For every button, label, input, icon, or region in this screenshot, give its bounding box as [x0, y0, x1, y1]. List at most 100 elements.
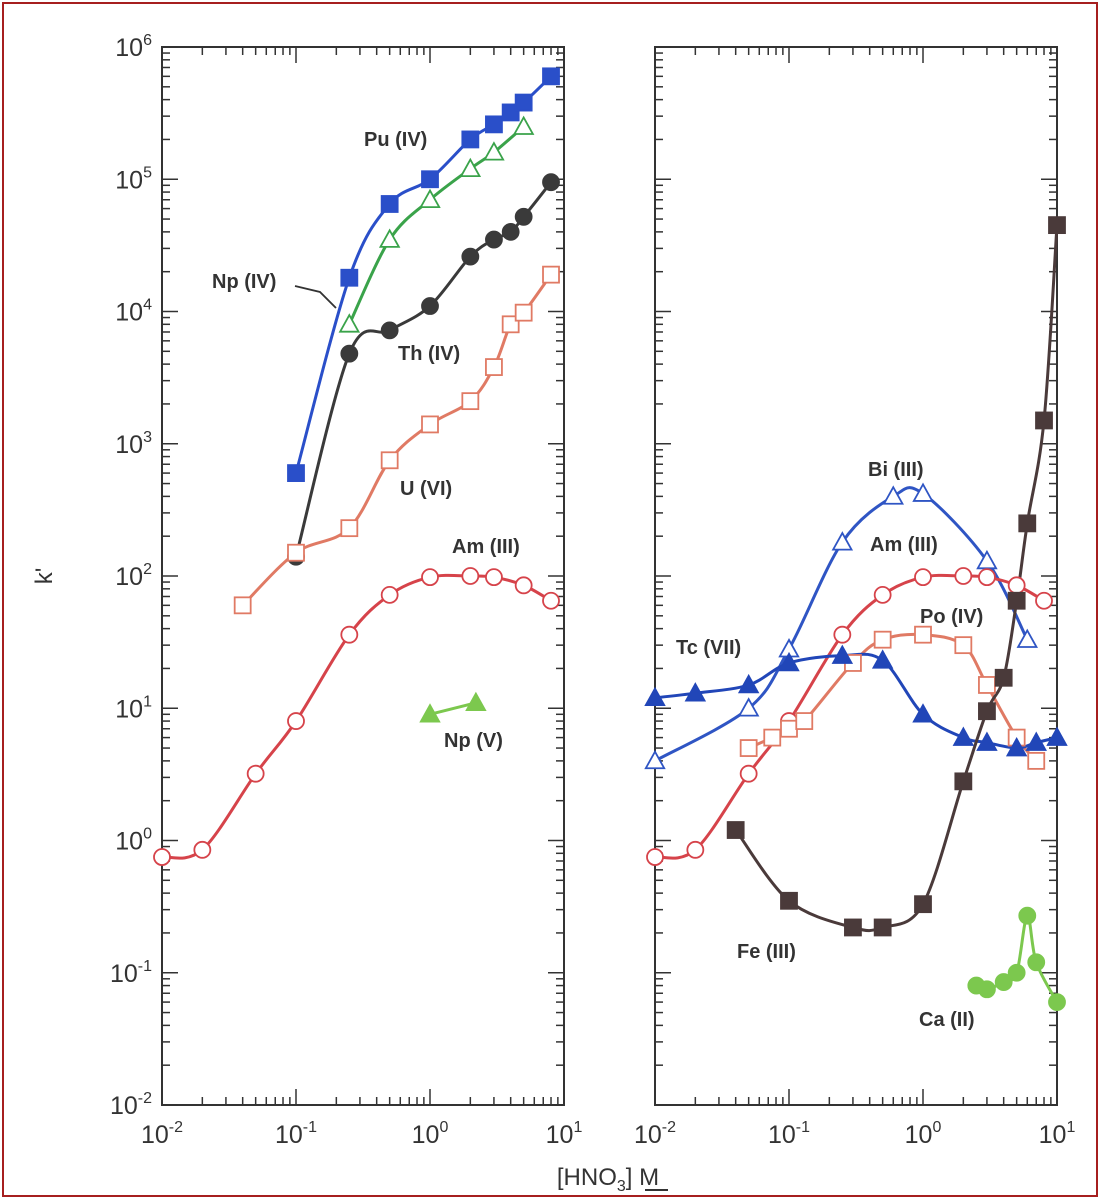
data-point-fe-iii [1048, 216, 1066, 235]
series-label-left-am-iii: Am (III) [452, 536, 520, 558]
data-point-am-iii [833, 625, 852, 644]
data-point-am-iii [485, 568, 503, 587]
series-label-left-u-vi: U (VI) [400, 478, 452, 500]
data-point-pu-iv [514, 93, 533, 112]
data-point-ca-ii [978, 980, 996, 999]
series-label-left-np-v: Np (V) [444, 730, 503, 752]
y-tick-label: 106 [115, 32, 152, 62]
data-point-ca-ii [1007, 963, 1026, 982]
data-point-ca-ii [1027, 953, 1046, 972]
series-label-right-po-iv: Po (IV) [920, 606, 983, 628]
data-point-pu-iv [287, 464, 305, 482]
data-point-am-iii [914, 568, 932, 587]
data-point-am-iii [978, 568, 996, 587]
y-tick-label: 105 [115, 164, 152, 194]
data-point-pu-iv [421, 170, 439, 189]
data-point-fe-iii [994, 668, 1013, 687]
data-point-po-iv [739, 739, 758, 757]
y-tick-label: 103 [115, 429, 152, 459]
data-point-bi-iii [1016, 628, 1039, 648]
series-line-right-fe-iii [734, 223, 1059, 933]
np-iv-leader-line [294, 285, 337, 309]
data-point-am-iii [340, 625, 359, 644]
series-label-left-np-iv: Np (IV) [212, 271, 276, 293]
data-point-ca-ii [1048, 993, 1066, 1011]
data-point-am-iii [873, 585, 892, 604]
data-point-tc-vii [1025, 731, 1047, 751]
data-point-tc-vii [1046, 726, 1068, 746]
data-point-th-iv [340, 344, 359, 363]
data-point-tc-vii [952, 726, 975, 746]
data-point-tc-vii [644, 686, 666, 707]
x-tick-label-left: 101 [546, 1119, 583, 1149]
data-point-pu-iv [542, 67, 560, 86]
data-point-tc-vii [976, 731, 998, 751]
data-point-am-iii [646, 848, 664, 866]
data-point-po-iv [914, 625, 932, 644]
data-point-np-iv [419, 188, 441, 208]
series-label-right-bi-iii: Bi (III) [868, 459, 924, 481]
data-point-fe-iii [844, 918, 862, 937]
data-point-pu-iv [340, 268, 359, 287]
x-axis-label: [HNO3] M [557, 1164, 659, 1195]
data-point-np-iv [512, 115, 535, 135]
series-label-right-fe-iii: Fe (III) [737, 941, 796, 963]
data-point-am-iii [739, 764, 758, 783]
data-point-tc-vii [737, 673, 760, 694]
data-point-po-iv [763, 728, 782, 747]
data-point-pu-iv [461, 130, 480, 149]
data-point-am-iii [686, 840, 705, 859]
data-point-bi-iii [882, 485, 905, 505]
x-tick-label-right: 101 [1039, 1119, 1076, 1149]
data-point-th-iv [485, 230, 503, 249]
data-point-u-vi [421, 415, 439, 434]
data-point-np-v [465, 691, 487, 712]
data-point-am-iii [1035, 591, 1053, 610]
data-point-np-iv [378, 228, 401, 248]
data-point-tc-vii [684, 682, 707, 702]
data-point-th-iv [501, 222, 520, 241]
data-point-bi-iii [644, 749, 666, 770]
data-point-fe-iii [914, 895, 932, 914]
series-label-right-am-iii: Am (III) [870, 534, 938, 556]
x-tick-label-left: 10-1 [275, 1119, 317, 1149]
series-label-right-tc-vii: Tc (VII) [676, 637, 741, 659]
data-point-u-vi [233, 596, 252, 615]
data-point-u-vi [501, 315, 520, 334]
data-point-am-iii [461, 567, 480, 585]
data-point-u-vi [287, 543, 305, 562]
x-tick-label-right: 10-1 [768, 1119, 810, 1149]
y-tick-label: 10-2 [110, 1090, 152, 1120]
data-point-po-iv [954, 636, 973, 655]
data-point-fe-iii [726, 821, 745, 839]
data-point-am-iii [380, 585, 399, 604]
data-point-po-iv [780, 719, 798, 738]
data-point-am-iii [514, 576, 533, 595]
x-tick-label-right: 10-2 [634, 1119, 676, 1149]
data-point-tc-vii [871, 649, 894, 669]
data-point-u-vi [542, 265, 560, 284]
data-point-tc-vii [1005, 737, 1028, 757]
data-point-th-iv [380, 321, 399, 340]
series-line-left-am-iii [160, 573, 553, 860]
x-tick-label-right: 100 [905, 1119, 942, 1149]
data-point-fe-iii [978, 702, 996, 721]
data-point-u-vi [380, 451, 399, 470]
data-point-am-iii [193, 840, 212, 859]
data-point-u-vi [514, 303, 533, 322]
data-point-fe-iii [1035, 411, 1053, 430]
series-label-right-ca-ii: Ca (II) [919, 1009, 975, 1031]
data-point-th-iv [514, 207, 533, 226]
data-point-np-iv [459, 157, 482, 178]
data-point-u-vi [340, 519, 359, 538]
data-point-po-iv [795, 712, 814, 730]
data-point-bi-iii [831, 531, 854, 551]
data-point-ca-ii [994, 973, 1013, 991]
data-point-po-iv [978, 676, 996, 694]
y-tick-label: 104 [115, 297, 152, 327]
data-point-po-iv [873, 630, 892, 649]
data-point-np-iv [338, 313, 361, 333]
data-point-fe-iii [873, 918, 892, 937]
